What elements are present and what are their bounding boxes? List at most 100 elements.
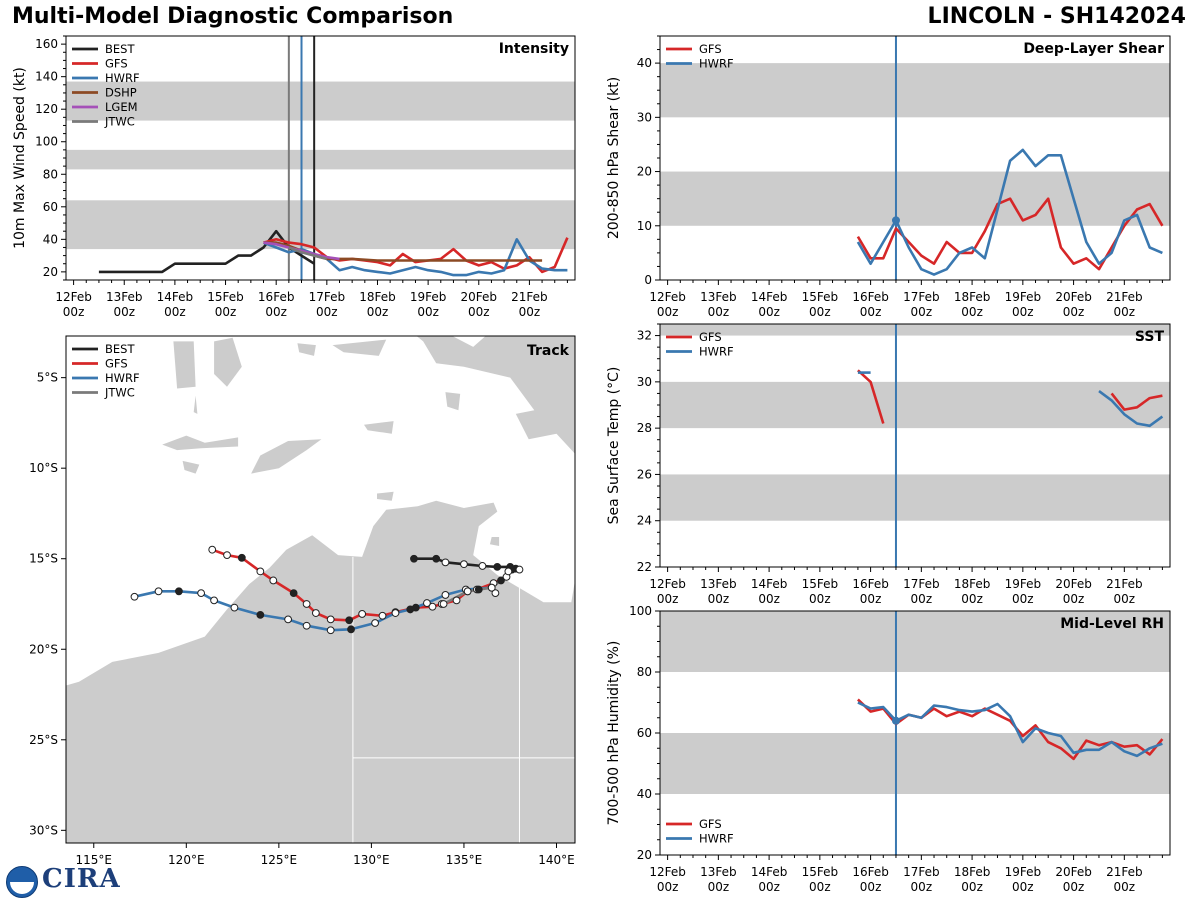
track-point-gfs <box>358 610 367 618</box>
track-point-hwrf <box>423 599 431 607</box>
shear-ylabel: 200-850 hPa Shear (kt) <box>606 77 622 239</box>
track-point-gfs <box>237 553 246 562</box>
intensity-xtick-hour: 00z <box>164 305 186 319</box>
shear-xtick-hour: 00z <box>809 305 831 319</box>
track-xtick-label: 120°E <box>168 853 205 867</box>
track-point-jtwc <box>439 600 448 608</box>
rh-xtick-day: 18Feb <box>954 865 991 879</box>
sst-threshold-band <box>660 324 1170 336</box>
track-point-gfs <box>452 596 461 605</box>
track-point-hwrf <box>130 592 139 601</box>
track-point-best <box>441 558 450 567</box>
sst-series-gfs <box>1110 392 1163 411</box>
rh-ytick-label: 20 <box>637 848 652 862</box>
sst-xtick-hour: 00z <box>1114 592 1136 606</box>
sst-xtick-hour: 00z <box>758 592 780 606</box>
cira-logo-text: CIRA <box>42 864 121 894</box>
track-point-hwrf <box>210 596 218 605</box>
track-ytick-label: 25°S <box>29 733 58 747</box>
intensity-ytick-label: 120 <box>35 102 58 116</box>
track-landmass-australia <box>66 500 575 843</box>
shear-xtick-day: 17Feb <box>903 290 940 304</box>
track-legend-label-gfs: GFS <box>105 357 128 371</box>
track-xtick-label: 135°E <box>446 853 483 867</box>
rh-xtick-hour: 00z <box>758 880 780 894</box>
sst-xtick-day: 21Feb <box>1106 577 1143 591</box>
track-point-hwrf <box>256 610 265 619</box>
track-point-hwrf <box>347 625 355 634</box>
track-point-gfs <box>269 576 278 585</box>
rh-ytick-label: 40 <box>637 787 652 801</box>
rh-xtick-hour: 00z <box>809 880 831 894</box>
shear-xtick-day: 12Feb <box>649 290 686 304</box>
intensity-ytick-label: 100 <box>35 135 58 149</box>
shear-ytick-label: 20 <box>637 165 652 179</box>
track-point-hwrf <box>391 609 400 617</box>
track-point-hwrf <box>491 589 500 598</box>
track-landmass-island <box>251 439 322 474</box>
intensity-ytick-label: 40 <box>43 232 58 246</box>
intensity-ytick-label: 160 <box>35 37 58 51</box>
track-xtick-label: 125°E <box>261 853 298 867</box>
rh-xtick-hour: 00z <box>657 880 679 894</box>
track-point-hwrf <box>371 619 380 627</box>
intensity-xtick-day: 13Feb <box>106 290 143 304</box>
track-point-gfs <box>208 545 217 554</box>
track-point-gfs <box>223 551 231 559</box>
intensity-xtick-day: 14Feb <box>157 290 194 304</box>
track-point-best <box>515 565 524 574</box>
rh-xtick-hour: 00z <box>1114 880 1136 894</box>
intensity-panel: Intensity2040608010012014016012Feb00z13F… <box>12 35 576 319</box>
sst-xtick-hour: 00z <box>1012 592 1034 606</box>
storm-id-title: LINCOLN - SH142024 <box>927 4 1186 29</box>
intensity-series-jtwc <box>288 246 328 261</box>
track-panel: Track 5°S 10°S 15°S 20°S 25°S 30°S 115°E 120°E 12… <box>29 335 576 867</box>
sst-title: SST <box>1135 329 1165 345</box>
track-landmass-island <box>182 460 200 474</box>
sst-legend-label-gfs: GFS <box>699 330 722 344</box>
intensity-xtick-hour: 00z <box>215 305 237 319</box>
shear-xtick-hour: 00z <box>1063 305 1085 319</box>
sst-xtick-hour: 00z <box>860 592 882 606</box>
intensity-series-best <box>98 229 315 274</box>
shear-threshold-band <box>660 171 1170 226</box>
noaa-logo-icon <box>6 866 38 898</box>
track-landmass-new-guinea <box>416 336 575 454</box>
track-plot-area <box>66 336 575 843</box>
intensity-xtick-day: 20Feb <box>461 290 498 304</box>
track-xtick-label: 115°E <box>76 853 113 867</box>
track-point-gfs <box>256 567 265 576</box>
sst-ylabel: Sea Surface Temp (°C) <box>606 367 622 525</box>
shear-xtick-day: 19Feb <box>1005 290 1042 304</box>
sst-xtick-day: 14Feb <box>751 577 788 591</box>
shear-threshold-band <box>660 63 1170 118</box>
shear-xtick-hour: 00z <box>1114 305 1136 319</box>
intensity-title: Intensity <box>499 41 569 57</box>
track-frame <box>65 335 576 844</box>
shear-xtick-hour: 00z <box>657 305 679 319</box>
intensity-xtick-hour: 00z <box>519 305 541 319</box>
rh-xtick-hour: 00z <box>911 880 933 894</box>
sst-xtick-hour: 00z <box>1063 592 1085 606</box>
intensity-threshold-band <box>66 200 575 250</box>
intensity-xtick-day: 15Feb <box>207 290 244 304</box>
intensity-xtick-hour: 00z <box>468 305 490 319</box>
intensity-plot-area <box>66 36 575 280</box>
sst-xtick-hour: 00z <box>708 592 730 606</box>
intensity-ylabel: 10m Max Wind Speed (kt) <box>12 67 28 249</box>
rh-ylabel: 700-500 hPa Humidity (%) <box>606 641 622 826</box>
sst-xtick-day: 20Feb <box>1055 577 1092 591</box>
rh-title: Mid-Level RH <box>1060 616 1164 632</box>
rh-xtick-day: 16Feb <box>852 865 889 879</box>
track-ytick-label: 5°S <box>37 371 58 385</box>
rh-threshold-band <box>660 611 1170 672</box>
sst-legend-label-hwrf: HWRF <box>699 345 734 359</box>
rh-plot-area <box>660 611 1170 855</box>
sst-threshold-band <box>660 474 1170 521</box>
intensity-ytick-label: 80 <box>43 167 58 181</box>
track-title: Track <box>527 343 570 359</box>
intensity-threshold-band <box>66 149 575 170</box>
intensity-xtick-day: 18Feb <box>359 290 396 304</box>
track-xtick-label: 130°E <box>353 853 390 867</box>
intensity-xtick-hour: 00z <box>417 305 439 319</box>
